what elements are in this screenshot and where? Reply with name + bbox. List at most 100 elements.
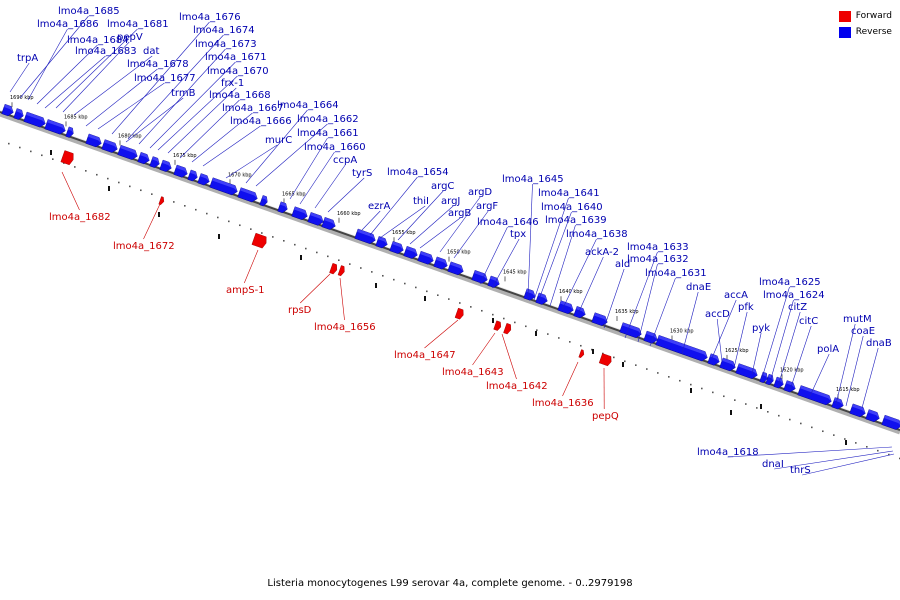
guide-dot [316, 251, 318, 254]
forward-swatch [838, 10, 851, 22]
forward-gene-label: lmo4a_1656 [314, 322, 376, 333]
guide-dot [536, 329, 538, 331]
leader-line [97, 82, 165, 130]
guide-dot [206, 212, 208, 215]
tick-label: 1630 kbp [670, 328, 694, 334]
guide-dot [437, 294, 439, 297]
guide-dot [393, 278, 395, 281]
guide-dot [426, 290, 428, 293]
reverse-gene-arrow [291, 206, 308, 220]
reverse-gene-label: lmo4a_1677 [134, 73, 196, 84]
reverse-gene-label: lmo4a_1674 [193, 25, 255, 36]
leader-line [111, 21, 210, 135]
leader-line [138, 48, 226, 145]
leader-line [424, 319, 459, 349]
leader-line [19, 15, 89, 99]
forward-gene-arrow [454, 307, 464, 320]
reverse-gene-label: murC [265, 135, 292, 146]
guide-dot [349, 263, 351, 265]
reverse-gene-arrow [433, 256, 448, 270]
track-mark [622, 362, 624, 367]
guide-dot [184, 205, 186, 207]
reverse-gene-label: lmo4a_1678 [127, 59, 189, 70]
guide-dot [459, 302, 461, 304]
reverse-gene-label: lmo4a_1660 [304, 142, 366, 153]
reverse-gene-arrow [831, 397, 844, 410]
reverse-gene-label: lmo4a_1686 [37, 19, 99, 30]
leader-line [624, 251, 658, 339]
guide-dot [789, 418, 791, 421]
reverse-gene-label: ezrA [368, 201, 391, 212]
legend-item-reverse: Reverse [838, 25, 892, 39]
reverse-gene-arrow [117, 144, 138, 160]
forward-gene-arrow [251, 232, 267, 249]
guide-dot [778, 414, 780, 417]
reverse-gene-label: thrS [790, 465, 811, 476]
leader-line [27, 28, 68, 101]
reverse-gene-label: lmo4a_1668 [209, 90, 271, 101]
leader-line [716, 318, 723, 363]
guide-dot [844, 438, 846, 440]
leader-line [637, 263, 658, 343]
reverse-gene-label: pepV [117, 32, 143, 43]
guide-dot [140, 189, 142, 192]
reverse-gene-label: citC [799, 316, 818, 327]
reverse-gene-label: lmo4a_1631 [645, 268, 707, 279]
reverse-gene-label: lmo4a_1664 [277, 100, 339, 111]
reverse-gene-arrow [655, 335, 708, 362]
track-mark [424, 296, 426, 301]
track-mark [218, 234, 220, 239]
forward-gene-label: ampS-1 [226, 285, 265, 296]
leader-line [809, 353, 830, 397]
reverse-gene-arrow [13, 108, 24, 120]
guide-dot [547, 333, 549, 335]
leader-line [244, 249, 259, 284]
leader-line [472, 332, 496, 366]
guide-dot [195, 208, 197, 211]
guide-dot [151, 193, 153, 195]
guide-dot [745, 403, 747, 405]
leader-line [299, 151, 335, 205]
reverse-gene-label: lmo4a_1645 [502, 174, 564, 185]
reverse-gene-label: coaE [851, 326, 875, 337]
guide-dot [888, 453, 890, 456]
legend-label: Reverse [855, 27, 892, 37]
reverse-gene-arrow [237, 187, 258, 203]
guide-dot [338, 259, 340, 262]
guide-dot [822, 430, 824, 433]
tick-label: 1625 kbp [725, 348, 749, 354]
guide-dot [514, 321, 516, 324]
leader-line [549, 224, 576, 307]
guide-dot [404, 282, 406, 285]
leader-line [501, 333, 517, 380]
leader-line [562, 361, 579, 397]
guide-dot [382, 274, 384, 277]
reverse-gene-label: pyk [752, 323, 770, 334]
leader-line [439, 196, 481, 253]
guide-dot [613, 356, 615, 359]
leader-line [289, 137, 328, 200]
leader-line [419, 217, 461, 249]
leader-line [649, 277, 676, 347]
genome-axis-shadow [0, 111, 900, 435]
guide-dot [52, 158, 54, 160]
reverse-gene-arrow [173, 164, 188, 178]
guide-dot [701, 387, 703, 390]
reverse-gene-label: lmo4a_1646 [477, 217, 539, 228]
guide-dot [866, 445, 868, 448]
track-mark [690, 388, 692, 393]
legend: Forward Reverse [838, 9, 892, 41]
reverse-gene-label: lmo4a_1632 [627, 254, 689, 265]
leader-line [789, 325, 812, 391]
forward-gene-arrow [329, 263, 338, 275]
reverse-gene-arrow [591, 312, 608, 326]
leader-line [361, 210, 381, 231]
reverse-gene-label: dnaE [686, 282, 711, 293]
guide-dot [657, 372, 659, 374]
label-leaders [9, 15, 895, 476]
reverse-gene-label: lmo4a_1638 [566, 229, 628, 240]
reverse-gene-arrow [573, 306, 586, 319]
leader-line [61, 171, 80, 211]
track-mark [158, 212, 160, 217]
